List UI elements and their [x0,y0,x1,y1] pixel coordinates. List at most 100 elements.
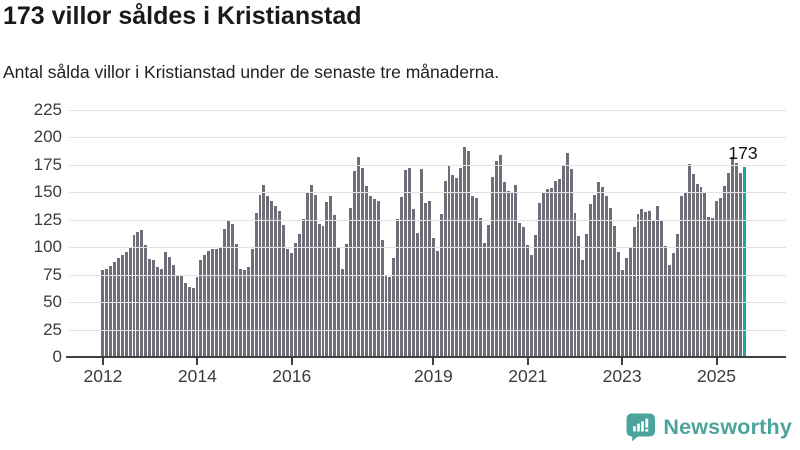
bar [660,220,664,357]
y-axis-tick-label: 25 [43,319,62,339]
bar [561,166,565,357]
bar [140,229,144,357]
bar [668,264,671,357]
bar [648,211,652,357]
y-axis-tick-label: 75 [43,264,62,284]
bar [356,157,360,357]
bar [384,274,388,357]
bar [290,252,293,357]
bar [116,258,120,357]
bar [199,260,203,357]
bar [723,185,727,357]
bar [581,260,585,357]
bar [164,251,167,357]
x-axis-tick [526,358,529,365]
bar [486,225,490,357]
bar [250,249,254,357]
bar [242,270,246,357]
plot-area [69,110,786,357]
bar [368,195,372,357]
bar [695,183,699,357]
bar [286,249,289,357]
bar-chart: 173 0 25 50 75 100 125 150 175 200 225 2012 2014 201… [33,101,786,386]
x-axis-tick-label: 2019 [413,366,453,386]
bar [435,250,439,357]
bar [372,198,376,357]
bar [506,191,510,357]
bar [569,169,573,357]
x-axis-line [66,356,786,358]
y-axis-tick-label: 100 [33,237,62,257]
x-axis-tick-label: 2025 [697,366,736,386]
bar [215,249,219,357]
bar [502,182,506,357]
bar [101,270,104,357]
x-axis-tick [290,358,293,365]
bar [191,287,195,357]
bar [463,147,467,357]
bar [376,201,380,357]
bar [490,176,494,357]
bar [459,168,463,357]
bar [360,168,364,357]
bar [293,242,297,357]
bar [282,225,286,357]
bar [530,254,534,357]
bar [738,172,742,357]
bar [171,264,175,357]
bar [223,228,226,357]
bar [317,224,321,357]
bar [687,163,691,357]
bar [620,270,624,357]
bar [207,250,211,357]
bar [400,196,404,357]
bar [538,203,541,357]
bar [132,235,136,357]
bar [514,184,518,357]
bars-container [101,110,746,357]
bar [553,181,557,357]
y-axis-tick-label: 200 [33,127,62,147]
bar [593,194,597,357]
bar [597,182,601,357]
bar [313,194,317,357]
bar [522,227,526,357]
bar [675,234,679,357]
bar [179,274,183,357]
bar [734,162,738,357]
bar [329,195,333,357]
bar [325,202,329,357]
bar [203,254,207,357]
bar [364,185,368,357]
chart-subtitle: Antal sålda villor i Kristianstad under … [3,62,500,82]
x-axis-tick [196,358,199,365]
bar [585,234,589,357]
y-axis-tick-label: 175 [33,154,62,174]
bar [451,174,455,357]
bar [727,172,730,357]
bar [423,203,427,357]
bar [392,258,396,357]
gridline [69,164,786,166]
bar [227,219,230,357]
bar [656,205,660,357]
bar [266,195,270,357]
bar [104,269,108,357]
bar [408,168,412,357]
newsworthy-logo[interactable]: Newsworthy [625,410,792,444]
bar [254,213,258,357]
bar [353,171,356,357]
x-axis-tick-label: 2014 [177,366,217,386]
bar [577,236,581,357]
newsworthy-icon [625,412,656,442]
bar [549,187,553,357]
x-axis-tick-label: 2021 [508,366,548,386]
bar [349,207,352,357]
bar [262,184,266,357]
bar [475,197,478,357]
bar [664,246,667,357]
bar [380,239,384,357]
gridline [69,302,786,304]
bar [616,251,620,357]
x-axis-tick-label: 2016 [272,366,312,386]
